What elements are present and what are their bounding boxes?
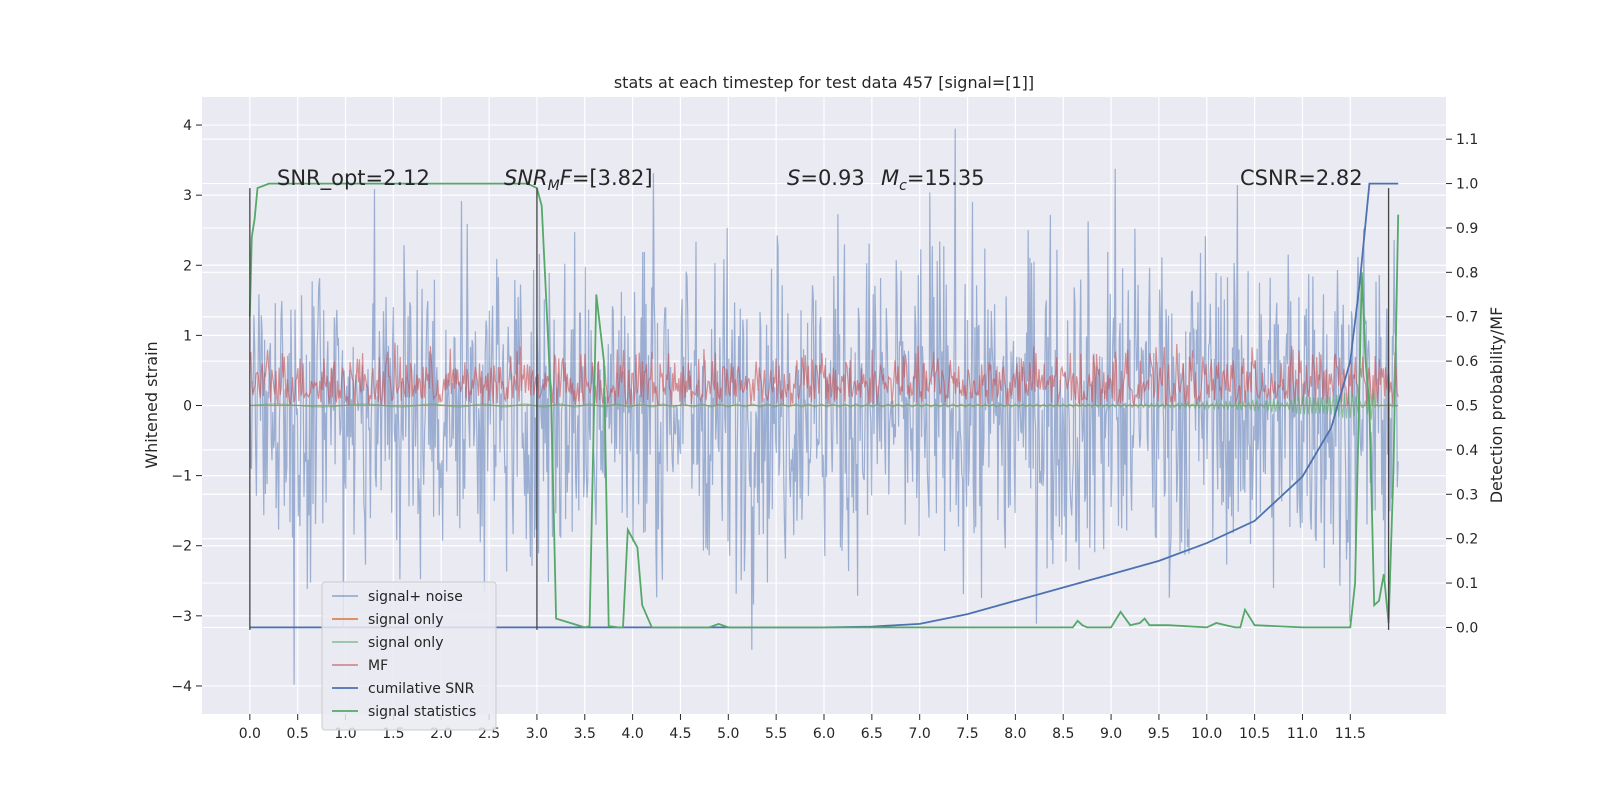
y-right-tick-label: 1.1 (1456, 132, 1478, 148)
annotation-csnr: CSNR=2.82 (1240, 166, 1363, 190)
legend-label: cumilative SNR (368, 681, 475, 697)
y-axis-right: 0.0 0.1 0.2 0.3 0.4 0.5 0.6 0.7 0.8 0.9 1.0 1.1 (1446, 132, 1478, 636)
x-tick-label: 0.0 (239, 726, 261, 742)
y-axis-left-label: Whitened strain (142, 341, 161, 468)
legend-frame (321, 581, 497, 731)
series-mf (249, 342, 1399, 408)
x-tick-label: 0.5 (287, 726, 309, 742)
y-left-tick-label: 4 (183, 118, 192, 134)
series-cumulative-snr (249, 182, 1399, 629)
x-tick-label: 9.5 (1148, 726, 1170, 742)
legend-label: signal only (368, 635, 443, 651)
x-tick-label: 10.5 (1239, 726, 1270, 742)
y-right-tick-label: 0.6 (1456, 354, 1478, 370)
y-right-tick-label: 0.3 (1456, 487, 1478, 503)
series-layer (248, 128, 1400, 685)
x-tick-label: 5.0 (717, 726, 739, 742)
annotations: SNR_opt=2.12 SNRMF=[3.82] S=0.93 Mc=15.3… (277, 166, 1363, 194)
y-left-tick-label: 3 (183, 188, 192, 204)
y-left-tick-label: −2 (171, 539, 192, 555)
x-tick-label: 11.0 (1287, 726, 1318, 742)
legend: signal+ noise signal only signal only MF cum… (321, 581, 497, 731)
chart-title: stats at each timestep for test data 457… (614, 73, 1034, 92)
y-right-tick-label: 0.8 (1456, 265, 1478, 281)
y-right-tick-label: 0.7 (1456, 310, 1478, 326)
x-tick-label: 9.0 (1100, 726, 1122, 742)
x-tick-label: 10.0 (1191, 726, 1222, 742)
series-signal-only-green (249, 389, 1399, 420)
x-axis: 0.0 0.5 1.0 1.5 2.0 2.5 3.0 3.5 4.0 4.5 5.0 5.5 6.0 6… (239, 714, 1366, 742)
y-left-tick-label: 2 (183, 258, 192, 274)
x-tick-label: 4.0 (621, 726, 643, 742)
y-right-tick-label: 1.0 (1456, 177, 1478, 193)
legend-label: MF (368, 658, 388, 674)
legend-label: signal statistics (368, 704, 476, 720)
y-right-tick-label: 0.9 (1456, 221, 1478, 237)
series-signal-noise (249, 128, 1399, 685)
y-right-tick-label: 0.2 (1456, 532, 1478, 548)
y-left-tick-label: 1 (183, 328, 192, 344)
x-tick-label: 6.5 (861, 726, 883, 742)
x-tick-label: 3.5 (574, 726, 596, 742)
x-tick-label: 11.5 (1335, 726, 1366, 742)
x-tick-label: 4.5 (669, 726, 691, 742)
x-tick-label: 8.5 (1052, 726, 1074, 742)
legend-label: signal+ noise (368, 589, 463, 605)
window-markers (249, 188, 1390, 630)
annotation-mc: Mc=15.35 (881, 166, 985, 194)
y-right-tick-label: 0.4 (1456, 443, 1478, 459)
x-tick-label: 3.0 (526, 726, 548, 742)
y-axis-left: −4 −3 −2 −1 0 1 2 3 4 (171, 118, 202, 695)
legend-label: signal only (368, 612, 443, 628)
x-tick-label: 7.0 (909, 726, 931, 742)
x-tick-label: 8.0 (1004, 726, 1026, 742)
x-tick-label: 6.0 (813, 726, 835, 742)
y-left-tick-label: 0 (183, 399, 192, 415)
y-right-tick-label: 0.1 (1456, 576, 1478, 592)
y-left-tick-label: −1 (171, 469, 192, 485)
y-left-tick-label: −4 (171, 679, 192, 695)
series-signal-statistics (248, 182, 1400, 629)
y-axis-right-label: Detection probability/MF (1487, 307, 1506, 504)
x-tick-label: 7.5 (956, 726, 978, 742)
y-right-tick-label: 0.5 (1456, 399, 1478, 415)
y-left-tick-label: −3 (171, 609, 192, 625)
annotation-snr-mf: SNRMF=[3.82] (504, 166, 653, 194)
x-tick-label: 5.5 (765, 726, 787, 742)
annotation-s: S=0.93 (787, 166, 865, 190)
annotation-snr-opt: SNR_opt=2.12 (277, 166, 430, 191)
y-right-tick-label: 0.0 (1456, 620, 1478, 636)
